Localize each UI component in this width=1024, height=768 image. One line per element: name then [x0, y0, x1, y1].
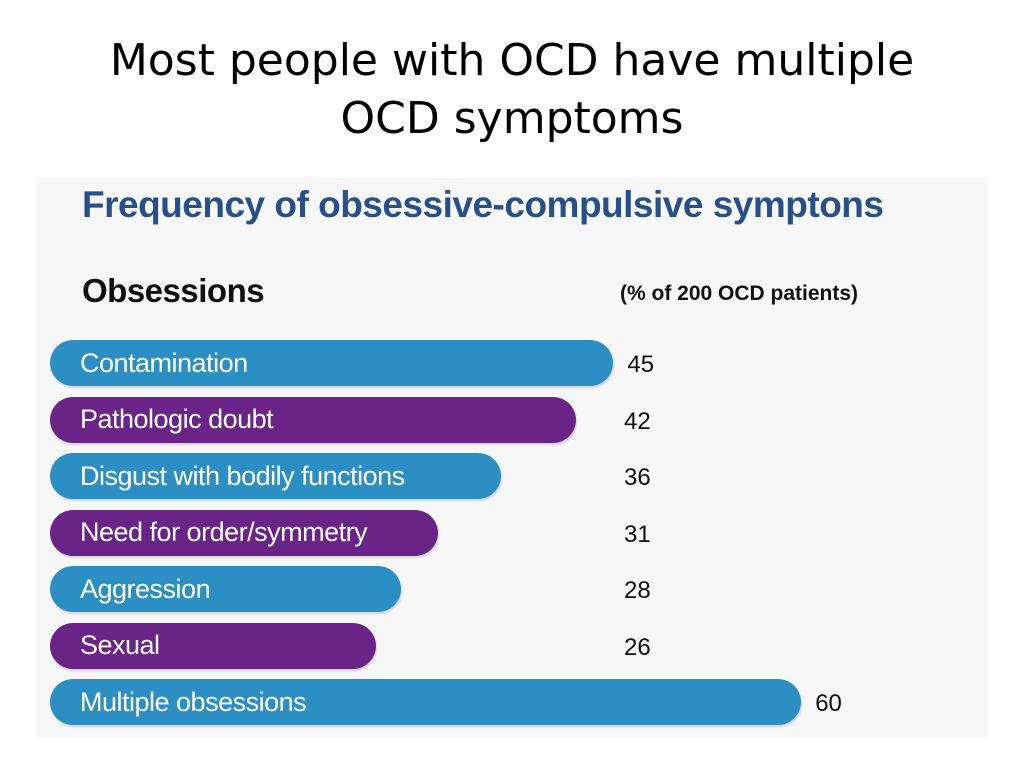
bar-need-for-order-symmetry: Need for order/symmetry [50, 509, 439, 556]
bar-sexual: Sexual [50, 622, 376, 669]
bar-disgust-with-bodily-functions: Disgust with bodily functions [50, 453, 501, 499]
bar-multiple-obsessions: Multiple obsessions [50, 679, 802, 725]
bar-aggression: Aggression [50, 566, 401, 612]
value-label: 36 [624, 464, 651, 491]
bar-chart-figure: Frequency of obsessive-compulsive sympto… [36, 178, 988, 738]
unit-label: (% of 200 OCD patients) [620, 282, 859, 305]
bar-pathologic-doubt: Pathologic doubt [50, 396, 576, 443]
bars-area: Contamination 45 Pathologic doubt 42 Disgust… [36, 178, 988, 738]
slide-title-line-2: OCD symptoms [340, 93, 684, 144]
value-label: 60 [815, 690, 842, 717]
chart-title: Frequency of obsessive-compulsive sympto… [82, 184, 884, 225]
section-label: Obsessions [82, 272, 265, 309]
value-label: 42 [624, 407, 651, 435]
value-label: 31 [624, 520, 651, 548]
slide-title-line-1: Most people with OCD have multiple [109, 35, 915, 86]
value-label: 26 [624, 633, 651, 661]
value-label: 45 [627, 351, 655, 378]
bar-contamination: Contamination [50, 340, 614, 386]
slide-title: Most people with OCD have multiple OCD s… [0, 32, 1024, 148]
value-label: 28 [624, 577, 651, 604]
